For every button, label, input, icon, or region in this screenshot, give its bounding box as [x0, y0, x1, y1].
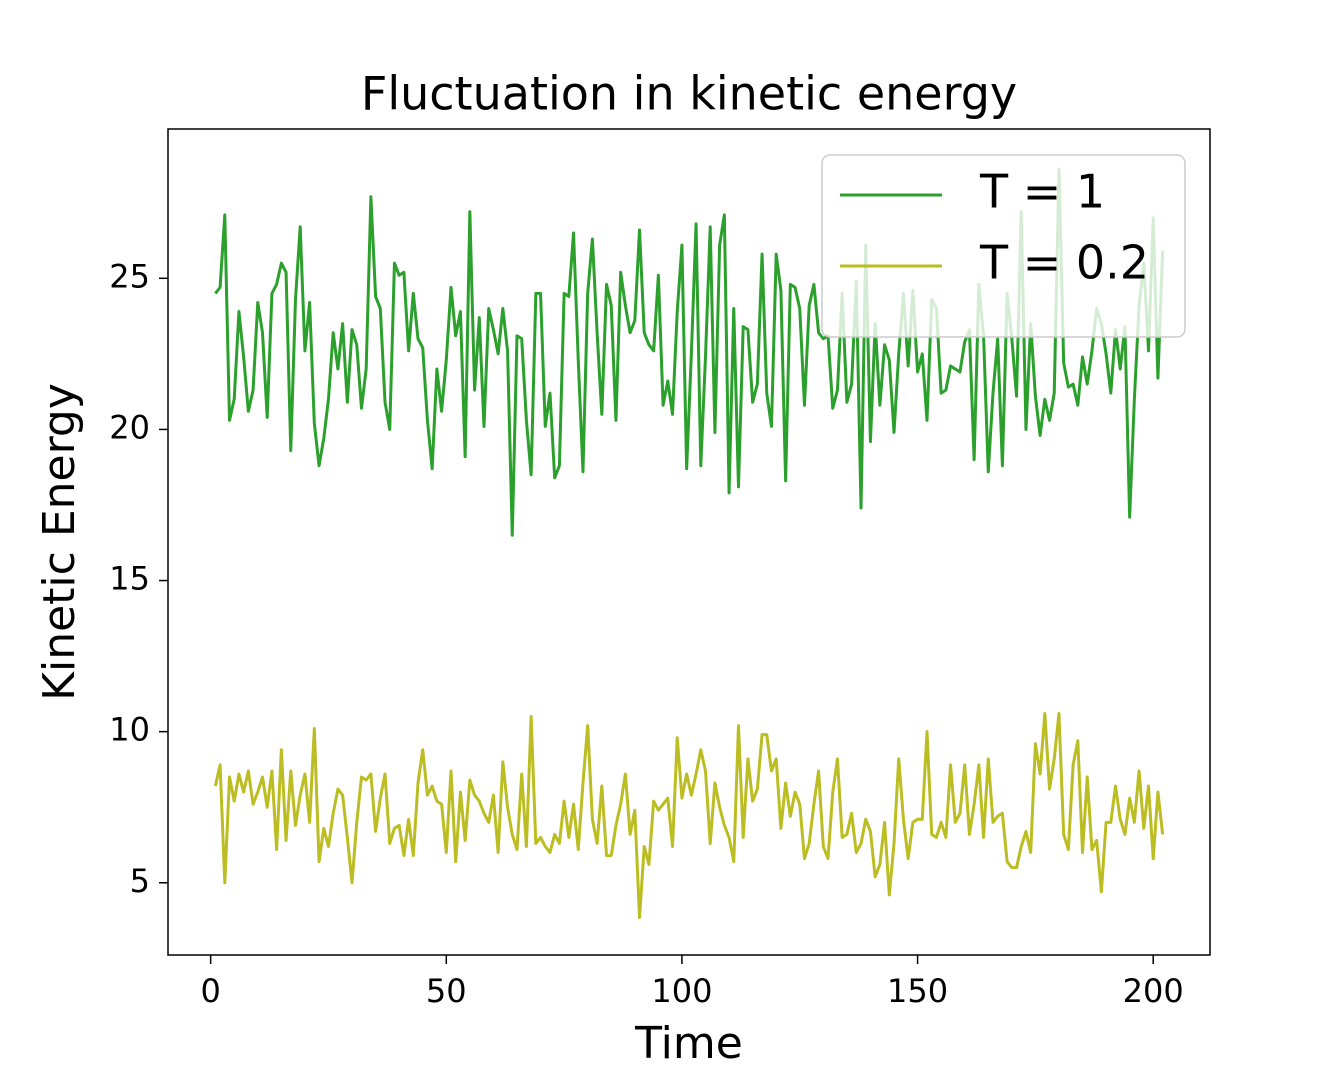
line [213, 712, 1165, 920]
x-axis-label: Time [634, 1018, 743, 1069]
y-tick-label: 10 [109, 711, 150, 749]
x-tick-label: 150 [887, 972, 948, 1010]
plot-frame [167, 128, 1211, 956]
y-tick-label: 5 [130, 862, 150, 900]
x-tick-label: 50 [426, 972, 467, 1010]
y-tick-label: 25 [109, 257, 150, 295]
legend-label: T = 1 [979, 165, 1105, 219]
y-axis-label: Kinetic Energy [34, 383, 85, 701]
x-tick-label: 0 [200, 972, 220, 1010]
legend-box [821, 154, 1186, 338]
y-tick-label: 20 [109, 408, 150, 446]
chart-title: Fluctuation in kinetic energy [361, 67, 1017, 121]
y-tick-label: 15 [109, 560, 150, 598]
x-tick-label: 200 [1123, 972, 1184, 1010]
legend-label: T = 0.2 [979, 236, 1149, 290]
line [214, 168, 1165, 537]
x-tick-label: 100 [651, 972, 712, 1010]
